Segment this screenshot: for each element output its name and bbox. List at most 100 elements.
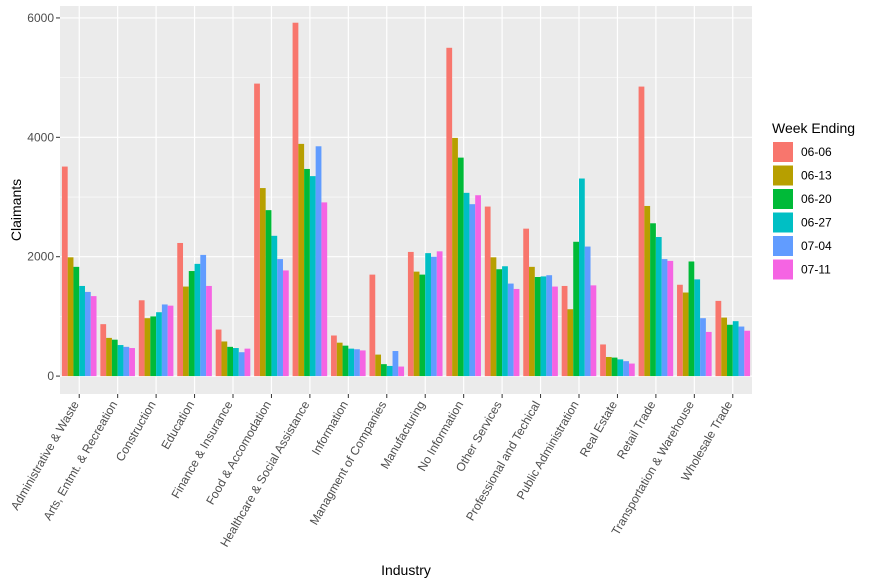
legend: Week Ending 06-06 06-13 06-20 06-27 07-04 07-… (772, 120, 855, 280)
y-tick-label: 6000 (27, 11, 54, 25)
bar (715, 300, 722, 377)
bar (705, 331, 712, 377)
legend-key (773, 165, 793, 186)
bar (117, 345, 124, 377)
bar (579, 178, 585, 377)
legend-label: 06-20 (801, 192, 832, 206)
bar (552, 286, 558, 377)
legend-key (773, 259, 793, 280)
bar (688, 261, 695, 377)
bar (177, 242, 184, 377)
minor-gridlines (60, 77, 752, 317)
bar (655, 237, 662, 377)
bar (430, 256, 437, 377)
bar (221, 341, 228, 377)
bar (513, 288, 520, 377)
legend-label: 07-04 (801, 239, 832, 253)
bar (677, 284, 683, 377)
x-tick-label: Arts, Entmt. & Recreation (40, 399, 120, 523)
bar (348, 348, 355, 377)
bar (123, 346, 130, 377)
bar (369, 274, 376, 377)
bar (721, 317, 728, 377)
bar (667, 260, 674, 377)
bar (546, 275, 553, 377)
bar (540, 276, 547, 377)
bar (682, 292, 689, 377)
bar (611, 357, 618, 377)
bar (188, 271, 195, 377)
bar (590, 285, 597, 377)
bar (605, 356, 612, 377)
y-tick-label: 2000 (27, 250, 54, 264)
bar (638, 86, 645, 377)
bar (381, 364, 387, 377)
bar (79, 285, 85, 377)
bar (436, 251, 443, 377)
x-tick-label: Real Estate (577, 398, 620, 459)
bar (744, 330, 751, 377)
x-axis-title: Industry (381, 562, 431, 578)
x-tick-label: Retail Trade (614, 398, 659, 461)
bar (84, 291, 91, 377)
bar (534, 277, 541, 377)
bar (342, 345, 349, 377)
bar (490, 257, 497, 377)
bar (200, 254, 207, 377)
bars (61, 22, 751, 377)
bar (215, 329, 222, 377)
bar (738, 326, 745, 377)
bar (336, 342, 343, 377)
bar (496, 269, 503, 377)
bar (446, 47, 453, 377)
bar (475, 195, 481, 377)
bar (292, 22, 299, 377)
bar (375, 354, 382, 377)
legend-key (773, 142, 793, 162)
bar (194, 263, 201, 377)
bar (413, 271, 420, 377)
x-tick-label: Education (158, 399, 197, 452)
legend-key (773, 212, 793, 233)
legend-label: 06-27 (801, 216, 832, 230)
bar (600, 344, 606, 377)
bar (529, 266, 535, 377)
bar (484, 206, 491, 377)
legend-label: 06-06 (801, 145, 832, 159)
y-axis: 0 2000 4000 6000 (27, 11, 60, 383)
bar (259, 188, 266, 377)
bar (469, 204, 476, 377)
bar (111, 339, 118, 377)
y-tick-label: 0 (47, 369, 54, 383)
bar (694, 279, 701, 377)
x-tick-label: Administrative & Waste (8, 398, 82, 512)
bar (206, 285, 212, 377)
bar (452, 137, 458, 377)
bar (100, 324, 107, 377)
bar (644, 205, 651, 377)
x-tick-label: Construction (113, 399, 159, 464)
bar (628, 363, 635, 377)
bar (661, 259, 668, 377)
bar (315, 146, 322, 377)
legend-key (773, 236, 793, 256)
bar (321, 202, 328, 377)
bar (623, 361, 629, 377)
bar (265, 210, 272, 377)
bar (156, 312, 162, 377)
bar (90, 296, 97, 377)
bar (298, 143, 305, 377)
bar (463, 192, 470, 377)
bar (129, 348, 135, 377)
bar (727, 324, 733, 377)
bar (650, 223, 656, 377)
bar (238, 352, 245, 377)
x-tick-label: Information (309, 399, 351, 458)
bar (161, 304, 168, 377)
bar (354, 349, 360, 377)
bar (732, 321, 739, 377)
bar (233, 348, 239, 377)
bar (183, 286, 189, 377)
bar (106, 337, 112, 377)
